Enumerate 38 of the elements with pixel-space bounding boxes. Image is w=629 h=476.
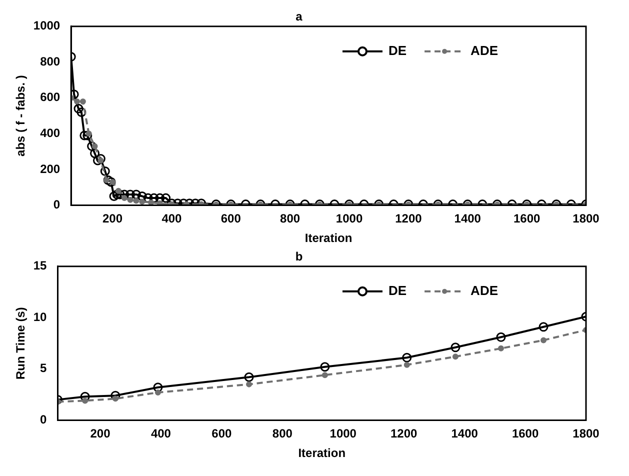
legend-label: DE [388,42,407,58]
y-tick-label: 0 [53,198,60,212]
y-tick-label: 400 [40,126,60,140]
y-tick-label: 600 [40,90,60,104]
x-tick-label: 1000 [330,426,357,441]
y-axis-title: abs ( f - fabs. ) [14,75,28,156]
y-axis-title: Run Time (s) [14,307,28,380]
y-tick-label: 200 [40,162,60,176]
chart-title: b [295,250,303,264]
x-tick-label: 1000 [336,212,363,226]
y-tick-label: 0 [40,412,48,427]
x-tick-label: 400 [150,426,172,441]
x-tick-label: 1800 [572,212,600,226]
x-tick-label: 1400 [454,212,482,226]
y-tick-label: 15 [33,258,48,273]
x-tick-label: 1800 [572,426,600,441]
x-axis-title: Iteration [304,231,352,246]
x-tick-label: 200 [90,426,111,441]
legend-label: ADE [470,282,498,298]
x-tick-label: 800 [272,426,293,441]
x-tick-label: 1200 [390,426,418,441]
chart-title: a [296,10,303,24]
x-tick-label: 800 [280,212,300,226]
y-tick-label: 5 [40,361,48,376]
y-tick-label: 10 [33,310,48,324]
x-tick-label: 600 [212,426,232,441]
y-tick-label: 800 [40,54,60,68]
x-tick-label: 1400 [451,426,478,441]
x-tick-label: 200 [102,212,123,226]
legend-label: DE [388,282,407,298]
x-tick-label: 1600 [513,212,540,226]
x-axis-title: Iteration [298,446,346,460]
x-tick-label: 600 [220,212,242,226]
x-tick-label: 1200 [395,212,422,226]
x-tick-label: 1600 [512,426,539,441]
x-tick-label: 400 [162,212,182,226]
legend-label: ADE [470,42,498,58]
y-tick-label: 1000 [33,18,60,33]
